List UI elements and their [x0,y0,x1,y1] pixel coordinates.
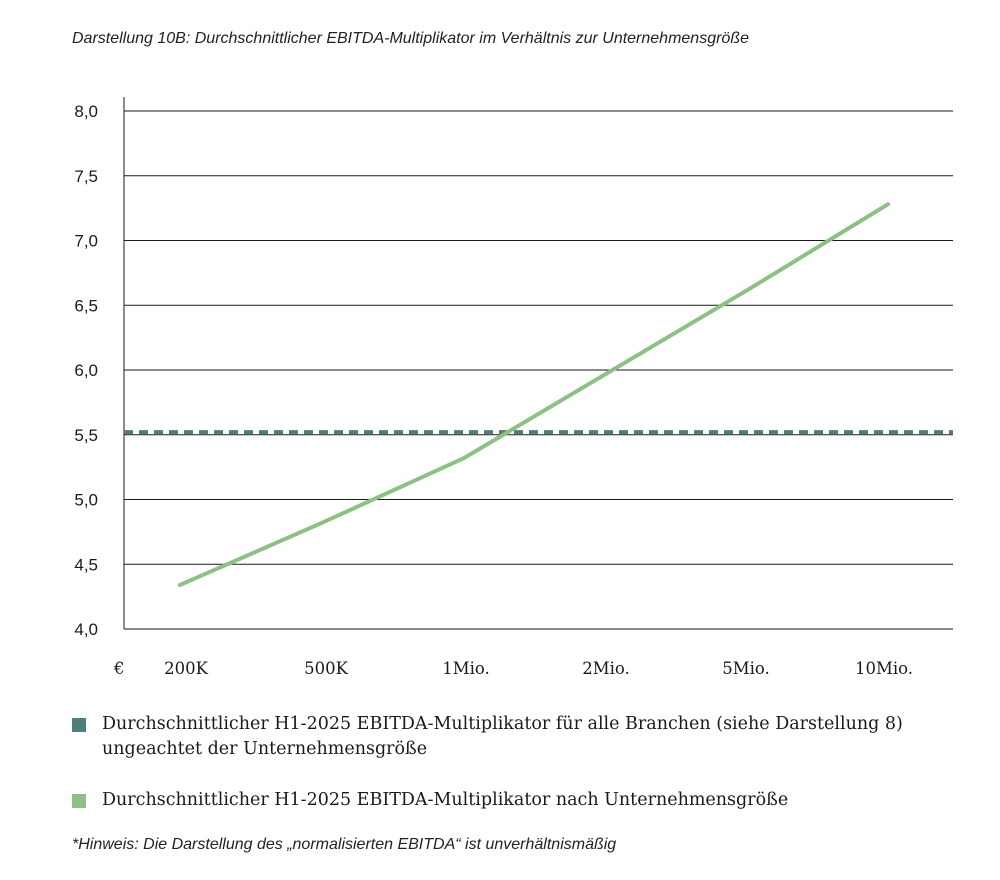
x-tick-label: 1Mio. [442,659,490,678]
legend-swatch-light-green [72,794,86,808]
chart-title: Darstellung 10B: Durchschnittlicher EBIT… [72,30,749,47]
legend-swatch-dark-teal [72,718,86,732]
y-tick-label: 5,0 [74,491,98,510]
y-tick-label: 4,0 [74,620,98,639]
series-lines [124,202,953,587]
legend: Durchschnittlicher H1-2025 EBITDA-Multip… [72,712,972,813]
y-tick-label: 4,5 [74,555,98,574]
legend-item-all-industries: Durchschnittlicher H1-2025 EBITDA-Multip… [72,712,972,762]
series-line-by-company-size [178,202,890,587]
chart-plot: 8,0 7,5 7,0 6,5 6,0 5,5 5,0 4,5 4,0 €200K 500K 1Mi… [74,97,953,678]
y-tick-label: 7,5 [74,167,98,186]
x-axis-currency-label: € [113,659,125,678]
x-tick-label: 2Mio. [582,659,630,678]
y-tick-label: 6,0 [74,361,98,380]
legend-label: Durchschnittlicher H1-2025 EBITDA-Multip… [102,714,903,759]
grid-lines [124,110,953,630]
x-tick-label: 5Mio. [722,659,770,678]
x-axis-ticks: €200K 500K 1Mio. 2Mio. 5Mio. 10Mio. [113,659,913,678]
y-tick-label: 6,5 [74,296,98,315]
legend-item-by-company-size: Durchschnittlicher H1-2025 EBITDA-Multip… [72,788,972,813]
y-axis-ticks: 8,0 7,5 7,0 6,5 6,0 5,5 5,0 4,5 4,0 [74,102,98,639]
legend-label: Durchschnittlicher H1-2025 EBITDA-Multip… [102,790,789,810]
x-tick-label: 10Mio. [855,659,913,678]
y-tick-label: 8,0 [74,102,98,121]
y-tick-label: 7,0 [74,232,98,251]
x-tick-label: 500K [304,659,348,678]
footnote: *Hinweis: Die Darstellung des „normalisi… [72,836,617,853]
y-tick-label: 5,5 [74,426,98,445]
x-tick-label: 200K [164,659,208,678]
